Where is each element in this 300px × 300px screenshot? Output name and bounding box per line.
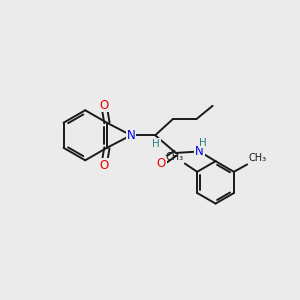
Text: O: O <box>99 159 109 172</box>
Text: O: O <box>99 99 109 112</box>
Text: CH₃: CH₃ <box>249 153 267 163</box>
Text: H: H <box>199 138 207 148</box>
Text: N: N <box>127 129 135 142</box>
Text: H: H <box>152 139 160 149</box>
Text: N: N <box>195 145 204 158</box>
Text: CH₃: CH₃ <box>165 152 183 162</box>
Text: O: O <box>156 157 166 170</box>
